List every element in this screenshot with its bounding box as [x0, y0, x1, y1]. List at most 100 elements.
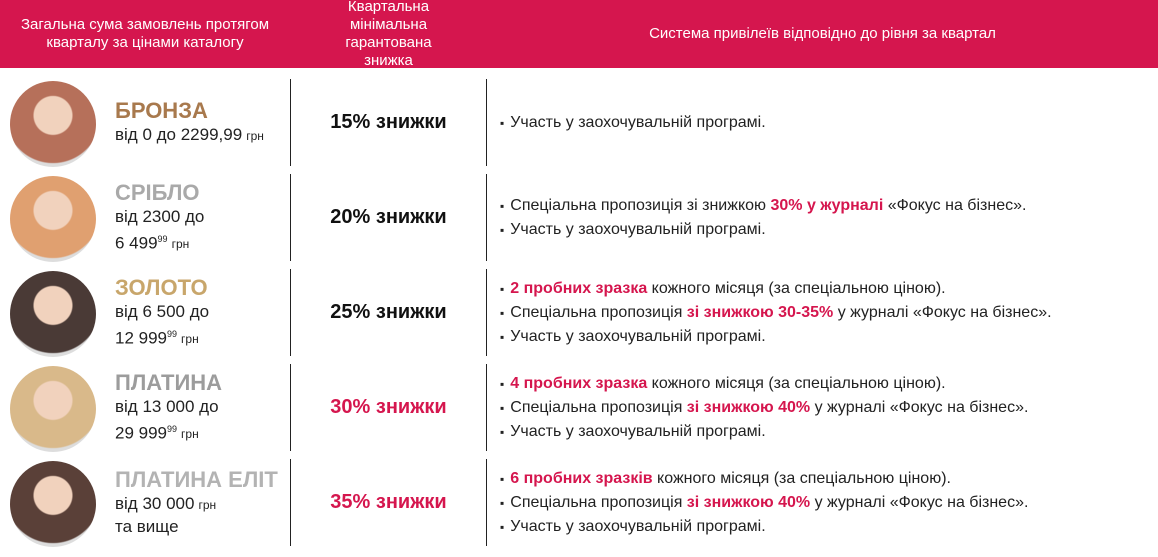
- benefit-highlight: зі знижкою 40%: [686, 493, 811, 511]
- tier-name: ПЛАТИНА: [115, 369, 223, 395]
- benefits: 2 пробних зразка кожного місяця (за спец…: [500, 265, 1150, 360]
- benefits: 4 пробних зразка кожного місяця (за спец…: [500, 360, 1150, 455]
- tier-row: ПЛАТИНА ЕЛІТ від 30 000 грн та вище 35% зниж…: [0, 455, 1158, 550]
- benefit-highlight: 2 пробних зразка: [510, 279, 648, 297]
- range-cents: 99: [167, 328, 178, 339]
- range-unit: грн: [171, 237, 190, 252]
- benefit-item: Участь у заохочувальній програмі.: [500, 111, 1150, 135]
- discount: 20% знижки: [330, 206, 447, 228]
- header: Загальна сума замовлень протягом квартал…: [0, 0, 1158, 69]
- benefit-text: Спеціальна пропозиція: [510, 303, 687, 321]
- divider: [486, 269, 487, 356]
- benefit-item: Спеціальна пропозиція зі знижкою 30-35% …: [500, 301, 1150, 325]
- range-line: 12 99999 грн: [115, 323, 290, 351]
- divider: [290, 364, 291, 451]
- benefit-text: кожного місяця (за спеціальною ціною).: [647, 374, 946, 392]
- benefit-item: Спеціальна пропозиція зі знижкою 40% у ж…: [500, 491, 1150, 515]
- benefit-text: Спеціальна пропозиція: [510, 493, 687, 511]
- tier-name: СРІБЛО: [115, 179, 200, 205]
- benefit-text: Участь у заохочувальній програмі.: [510, 422, 766, 440]
- benefit-text: Участь у заохочувальній програмі.: [510, 517, 766, 535]
- benefit-highlight: 6 пробних зразків: [510, 469, 653, 487]
- portrait: [10, 176, 96, 262]
- range-text: від 13 000 до: [115, 396, 219, 416]
- discount: 15% знижки: [330, 111, 447, 133]
- range-text: від 2300 до: [115, 206, 205, 226]
- benefit-highlight: зі знижкою 40%: [686, 398, 811, 416]
- range-unit: грн: [181, 332, 199, 347]
- divider: [486, 79, 487, 166]
- benefit-text: Спеціальна пропозиція: [510, 398, 687, 416]
- range-line: та вище: [115, 516, 290, 538]
- header-cell: Загальна сума замовлень протягом квартал…: [20, 16, 270, 51]
- range-line: від 0 до 2299,99 грн: [115, 124, 290, 147]
- tier-name: ЗОЛОТО: [115, 274, 208, 300]
- benefit-highlight: 4 пробних зразка: [510, 374, 648, 392]
- divider: [290, 269, 291, 356]
- range-text: від 30 000: [115, 494, 195, 513]
- range-line: 29 99999 грн: [115, 418, 290, 446]
- benefit-text: Участь у заохочувальній програмі.: [510, 113, 766, 131]
- benefit-item: Участь у заохочувальній програмі.: [500, 420, 1150, 444]
- benefit-text: кожного місяця (за спеціальною ціною).: [647, 279, 946, 297]
- tier-name: ПЛАТИНА ЕЛІТ: [115, 467, 278, 492]
- benefit-highlight: зі знижкою 30-35%: [686, 303, 834, 321]
- range-unit: грн: [181, 427, 199, 442]
- tier-info: СРІБЛО від 2300 до 6 49999 грн: [115, 170, 290, 265]
- benefit-highlight: 30% у журналі: [770, 196, 884, 214]
- benefit-text: кожного місяця (за спеціальною ціною).: [652, 469, 951, 487]
- divider: [486, 459, 487, 546]
- benefit-item: Участь у заохочувальній програмі.: [500, 515, 1150, 539]
- tier-info: ЗОЛОТО від 6 500 до 12 99999 грн: [115, 265, 290, 360]
- range-unit: грн: [198, 498, 217, 512]
- benefit-text: у журналі «Фокус на бізнес».: [833, 303, 1052, 321]
- range-text: від 0 до 2299,99: [115, 125, 243, 144]
- benefits: Участь у заохочувальній програмі.: [500, 75, 1150, 170]
- range-line: від 13 000 до: [115, 396, 290, 418]
- tier-info: ПЛАТИНА від 13 000 до 29 99999 грн: [115, 360, 290, 455]
- divider: [290, 459, 291, 546]
- portrait: [10, 81, 96, 167]
- portrait: [10, 366, 96, 452]
- discount: 35% знижки: [330, 491, 447, 513]
- range-text: та вище: [115, 517, 179, 536]
- benefit-text: Участь у заохочувальній програмі.: [510, 220, 766, 238]
- discount: 25% знижки: [330, 301, 447, 323]
- benefit-item: Участь у заохочувальній програмі.: [500, 218, 1150, 242]
- tier-info: БРОНЗА від 0 до 2299,99 грн: [115, 75, 290, 170]
- divider: [290, 174, 291, 261]
- range-line: від 2300 до: [115, 206, 290, 228]
- benefit-text: «Фокус на бізнес».: [883, 196, 1027, 214]
- benefits: Спеціальна пропозиція зі знижкою 30% у ж…: [500, 170, 1150, 265]
- range-text: 12 999: [115, 328, 167, 348]
- benefit-text: Участь у заохочувальній програмі.: [510, 327, 766, 345]
- benefits: 6 пробних зразків кожного місяця (за спе…: [500, 455, 1150, 550]
- portrait: [10, 461, 96, 547]
- benefit-item: 4 пробних зразка кожного місяця (за спец…: [500, 372, 1150, 396]
- range-text: 6 499: [115, 233, 158, 253]
- range-text: 29 999: [115, 423, 167, 443]
- tier-row: ПЛАТИНА від 13 000 до 29 99999 грн 30% знижк…: [0, 360, 1158, 455]
- benefit-item: 2 пробних зразка кожного місяця (за спец…: [500, 277, 1150, 301]
- range-line: від 30 000 грн: [115, 493, 290, 516]
- range-line: від 6 500 до: [115, 301, 290, 323]
- header-cell: Система привілеїв відповідно до рівня за…: [649, 25, 996, 42]
- range-line: 6 49999 грн: [115, 228, 290, 256]
- tier-info: ПЛАТИНА ЕЛІТ від 30 000 грн та вище: [115, 455, 290, 550]
- range-cents: 99: [167, 423, 178, 434]
- benefit-item: Спеціальна пропозиція зі знижкою 40% у ж…: [500, 396, 1150, 420]
- range-unit: грн: [246, 129, 264, 143]
- divider: [290, 79, 291, 166]
- benefit-text: у журналі «Фокус на бізнес».: [810, 493, 1029, 511]
- benefit-text: Спеціальна пропозиція зі знижкою: [510, 196, 771, 214]
- portrait: [10, 271, 96, 357]
- range-cents: 99: [157, 233, 168, 244]
- divider: [486, 174, 487, 261]
- benefit-item: 6 пробних зразків кожного місяця (за спе…: [500, 467, 1150, 491]
- divider: [486, 364, 487, 451]
- header-cell: Квартальна мінімальна гарантована знижка: [345, 0, 432, 69]
